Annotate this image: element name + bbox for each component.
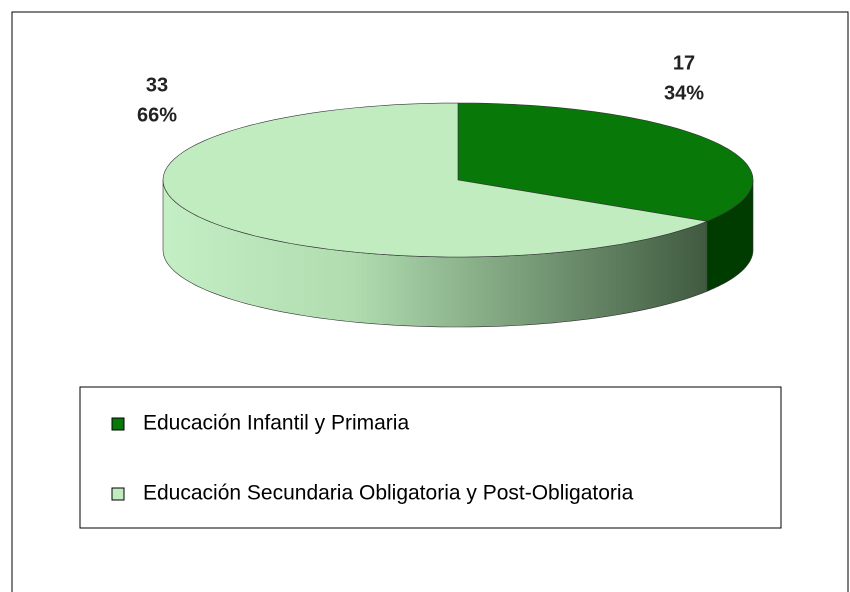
legend-label: Educación Secundaria Obligatoria y Post-…: [143, 482, 634, 505]
slice: [457, 102, 754, 222]
data-label: 17: [673, 52, 695, 74]
chart-frame: [11, 11, 849, 592]
data-label: 33: [146, 74, 168, 96]
legend: Educación Infantil y Primaria Educación S…: [111, 412, 634, 505]
pie: 17 34% 33 66%: [137, 52, 754, 328]
percent-label: 34%: [664, 82, 704, 104]
legend-swatch: [111, 487, 125, 501]
legend-swatch: [111, 417, 125, 431]
legend-box: [79, 386, 782, 529]
slice: [162, 102, 709, 258]
percent-label: 66%: [137, 104, 177, 126]
legend-label: Educación Infantil y Primaria: [143, 412, 409, 435]
